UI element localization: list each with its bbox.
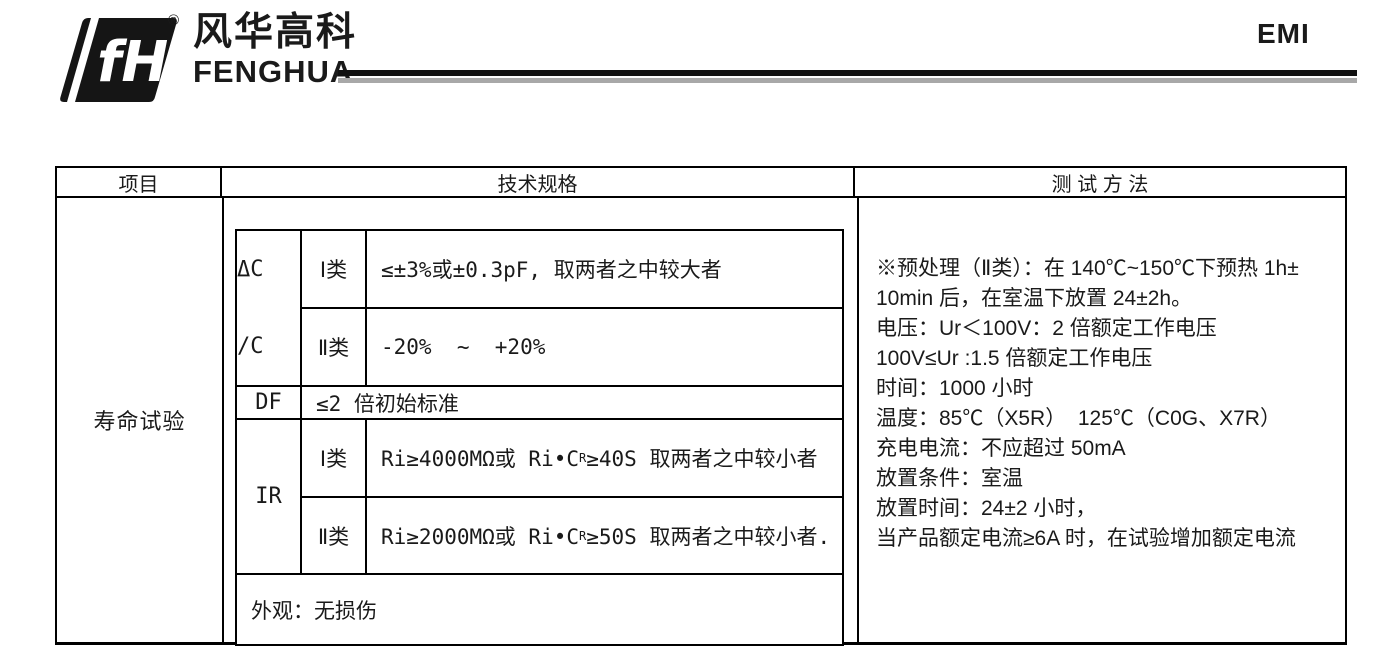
registered-trademark-icon: ®	[168, 12, 180, 29]
param-delta-c-line1: ΔC	[237, 256, 264, 282]
brand-block: 风华高科 FENGHUA	[193, 13, 357, 87]
ir-class1-spec: Ri≥4000MΩ或 Ri•C R ≥40S 取两者之中较小者	[367, 420, 842, 496]
param-df-cell: DF	[237, 387, 300, 418]
ir-class2-spec-post: ≥50S 取两者之中较小者.	[586, 524, 831, 549]
method-line: 放置时间：24±2 小时，	[876, 497, 1097, 520]
ir-class1-spec-post: ≥40S 取两者之中较小者	[586, 447, 818, 471]
method-line: 电压：Ur＜100V：2 倍额定工作电压	[876, 317, 1217, 340]
method-line: ※预处理（Ⅱ类）：在 140℃~150℃下预热 1h±	[876, 257, 1299, 280]
divider-gray-bar	[338, 78, 1357, 83]
logo-mark-svg: fH	[60, 18, 177, 102]
spec-inner-table: ΔC /C Ⅰ类 ≤±3%或±0.3pF, 取两者之中较大者 Ⅱ类 -20% ~…	[235, 229, 844, 646]
column-header-spec: 技术规格	[222, 168, 855, 196]
method-line: 充电电流：不应超过 50mA	[876, 437, 1126, 460]
spec-table-body-row: 寿命试验 ΔC /C Ⅰ类 ≤±3%或±0.3pF, 取两者之中较大者 Ⅱ类 -…	[57, 198, 1345, 646]
technical-spec-cell: ΔC /C Ⅰ类 ≤±3%或±0.3pF, 取两者之中较大者 Ⅱ类 -20% ~…	[224, 198, 859, 646]
brand-name-english: FENGHUA	[193, 54, 354, 89]
test-item-name: 寿命试验	[57, 198, 224, 642]
method-line: 放置条件：室温	[876, 467, 1023, 490]
df-spec: ≤2 倍初始标准	[302, 387, 842, 418]
column-header-item: 项目	[57, 168, 222, 196]
param-ir-cell: IR	[237, 420, 300, 573]
method-line: 时间：1000 小时	[876, 377, 1034, 400]
column-header-method: 测 试 方 法	[1051, 173, 1149, 196]
method-line: 10min 后，在室温下放置 24±2h。	[876, 287, 1193, 310]
ir-class2-label: Ⅱ类	[302, 498, 365, 573]
ir-class2-spec: Ri≥2000MΩ或 Ri•C R ≥50S 取两者之中较小者.	[367, 498, 842, 573]
brand-name-chinese: 风华高科	[193, 11, 358, 54]
logo-monogram: fH	[97, 30, 168, 95]
param-delta-c-line2: /C	[237, 334, 264, 359]
param-delta-c-cell: ΔC /C	[237, 231, 300, 385]
ir-class1-spec-pre: Ri≥4000MΩ或 Ri•C	[381, 447, 580, 471]
method-line: 100V≤Ur :1.5 倍额定工作电压	[876, 347, 1153, 370]
doc-code-label: EMI	[1257, 18, 1310, 49]
method-line: 温度：85℃（X5R） 125℃（C0G、X7R）	[876, 407, 1281, 430]
divider-black-bar	[338, 70, 1357, 76]
class1-label: Ⅰ类	[302, 231, 365, 307]
ir-class1-label: Ⅰ类	[302, 420, 365, 496]
fenghua-logo-icon: fH	[55, 14, 183, 106]
method-line: 当产品额定电流≥6A 时，在试验增加额定电流	[876, 527, 1296, 550]
ir-class2-spec-pre: Ri≥2000MΩ或 Ri•C	[381, 524, 580, 549]
appearance-spec: 外观：无损伤	[237, 575, 842, 644]
delta-c-class2-spec: -20% ~ +20%	[367, 309, 842, 385]
delta-c-class1-spec: ≤±3%或±0.3pF, 取两者之中较大者	[367, 231, 842, 307]
spec-table-header-row: 项目 技术规格 测 试 方 法	[57, 168, 1345, 198]
test-method-cell: ※预处理（Ⅱ类）：在 140℃~150℃下预热 1h± 10min 后，在室温下…	[859, 198, 1345, 642]
spec-table: 项目 技术规格 测 试 方 法 寿命试验 ΔC /C Ⅰ类 ≤±3%或±0.3p…	[55, 166, 1347, 646]
header-divider-rule	[338, 70, 1357, 83]
class2-label: Ⅱ类	[302, 309, 365, 385]
